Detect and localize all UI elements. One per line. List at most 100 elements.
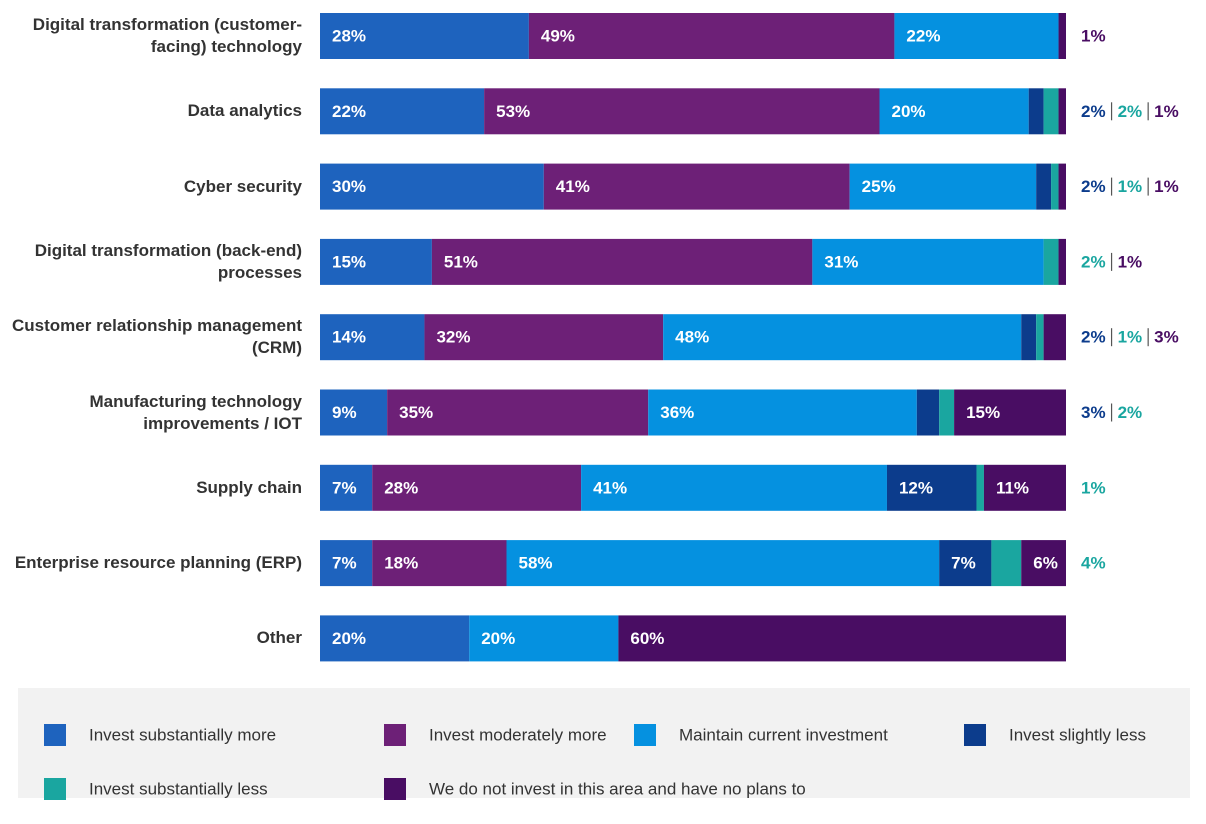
bar-segment [879,88,1029,135]
outside-value-label: 2% [1118,403,1143,422]
legend-label: Invest substantially more [89,725,276,744]
bar-segment [506,540,940,587]
category-text: Customer relationship management (CRM) [12,316,303,358]
value-label: 7% [332,478,357,497]
value-label: 11% [996,478,1029,497]
bar-segment [1043,88,1059,135]
outside-value-label: 3% [1154,328,1179,347]
category-label: Manufacturing technology improvements / … [0,383,303,443]
bar-segment [320,13,529,59]
legend-label: Invest slightly less [1009,725,1146,744]
bar-segment [1036,314,1044,361]
outside-value-label: 1% [1118,177,1143,196]
bar-segment [916,389,940,436]
outside-value-label: 1% [1118,328,1143,347]
bar-segment [1051,163,1059,210]
bar-segment [372,540,507,587]
value-label: 41% [593,478,627,497]
legend-label: Maintain current investment [679,725,888,744]
outside-value-label: 2% [1081,252,1106,271]
value-label: 36% [660,403,694,422]
value-label: 30% [332,177,366,196]
category-text: Cyber security [183,176,302,196]
category-label: Customer relationship management (CRM) [0,307,302,367]
value-label: 53% [496,102,530,121]
category-text: Data analytics [187,101,302,121]
bar-segment [320,163,544,210]
bar-segment [1036,163,1052,210]
category-text: Digital transformation (customer-facing)… [32,15,302,56]
category-text: Enterprise resource planning (ERP) [14,553,302,573]
bar-segment [618,615,1066,662]
category-text: Manufacturing technology improvements / … [89,391,303,433]
bar-segment [469,615,619,662]
value-label: 58% [519,554,553,573]
bar-segment [372,464,582,511]
bar-segment [991,540,1022,587]
bar-segment [812,238,1044,285]
bar-segment [648,389,917,436]
value-label: 25% [862,177,896,196]
bar-segment [1043,238,1059,285]
value-label: 12% [899,478,933,497]
value-label: 14% [332,328,366,347]
outside-value-label: 1% [1154,102,1179,121]
value-label: 7% [951,554,976,573]
bar-segment [1058,163,1066,210]
bar-segment [528,13,895,59]
value-label: 48% [675,328,709,347]
value-label: 49% [541,26,575,45]
bar-segment [1021,314,1037,361]
category-label: Data analytics [0,81,302,141]
value-label: 9% [332,403,357,422]
outside-value-label: 2% [1118,102,1143,121]
legend-swatch [964,724,986,746]
bar-segment [320,464,373,511]
bar-segment [424,314,664,361]
outside-value-label: 1% [1118,252,1143,271]
value-label: 20% [481,629,515,648]
bar-segment [1021,540,1066,587]
bar-segment [320,389,388,436]
legend-swatch [44,778,66,800]
value-label: 28% [332,26,366,45]
bar-segment [939,540,992,587]
value-label: 20% [332,629,366,648]
legend-swatch [634,724,656,746]
value-label: 51% [444,252,478,271]
legend-label: We do not invest in this area and have n… [429,779,806,798]
bar-segment [976,464,984,511]
bar-segment [320,238,432,285]
bar-segment [484,88,880,135]
bar-segment [320,88,485,135]
category-text: Supply chain [196,477,302,497]
bar-segment [1028,88,1044,135]
outside-value-label: 1% [1081,478,1106,497]
legend-swatch [44,724,66,746]
legend-label: Invest substantially less [89,779,268,798]
category-label: Digital transformation (customer-facing)… [0,6,302,66]
value-label: 7% [332,554,357,573]
outside-value-label: 4% [1081,554,1106,573]
category-label: Cyber security [0,157,302,217]
bar-segment [387,389,649,436]
value-label: 41% [556,177,590,196]
outside-value-label: 2% [1081,102,1106,121]
value-label: 32% [436,328,470,347]
outside-value-label: 1% [1081,26,1106,45]
outside-value-label: 2% [1081,177,1106,196]
value-label: 18% [384,554,418,573]
legend-background [18,688,1190,798]
bar-segment [954,389,1066,436]
category-text: Other [256,628,302,648]
value-label: 22% [906,26,940,45]
bar-segment [983,464,1066,511]
bar-segment [1043,314,1066,361]
bar-segment [543,163,850,210]
bar-segment [581,464,887,511]
outside-value-label: 3% [1081,403,1106,422]
value-label: 28% [384,478,418,497]
category-label: Supply chain [0,458,302,518]
value-label: 20% [892,102,926,121]
